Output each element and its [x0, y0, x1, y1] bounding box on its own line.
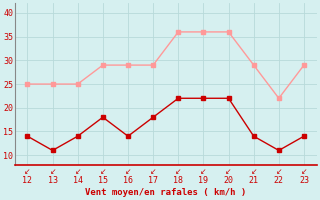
- Text: ↙: ↙: [150, 167, 156, 176]
- Text: ↙: ↙: [225, 167, 232, 176]
- Text: ↙: ↙: [24, 167, 31, 176]
- Text: ↙: ↙: [75, 167, 81, 176]
- Text: ↙: ↙: [251, 167, 257, 176]
- Text: ↙: ↙: [125, 167, 131, 176]
- Text: ↙: ↙: [175, 167, 181, 176]
- Text: ↙: ↙: [49, 167, 56, 176]
- Text: ↙: ↙: [200, 167, 207, 176]
- Text: ↙: ↙: [100, 167, 106, 176]
- X-axis label: Vent moyen/en rafales ( km/h ): Vent moyen/en rafales ( km/h ): [85, 188, 246, 197]
- Text: ↙: ↙: [301, 167, 307, 176]
- Text: ↙: ↙: [276, 167, 282, 176]
